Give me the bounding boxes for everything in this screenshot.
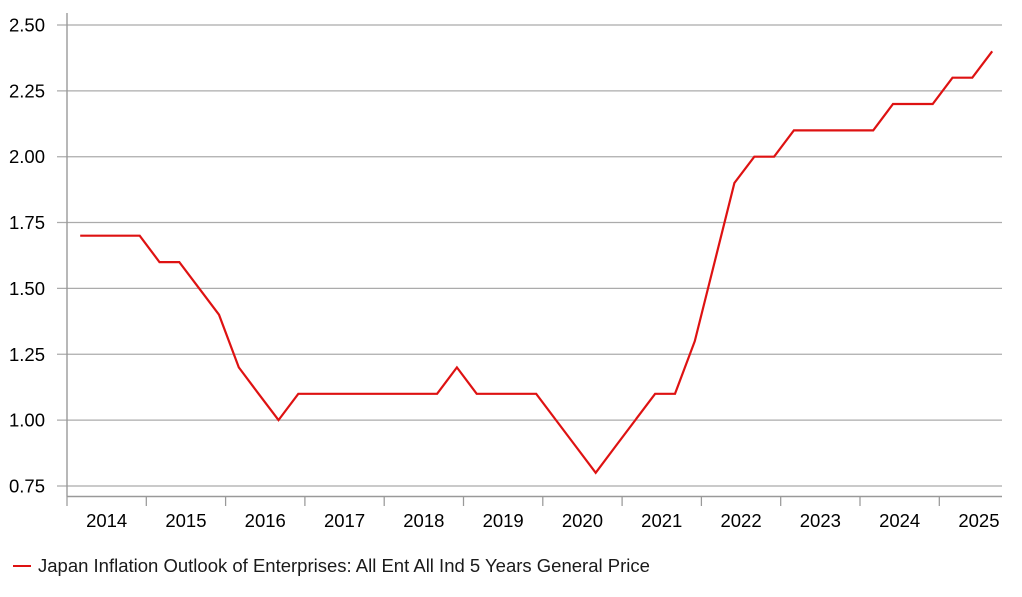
y-tick-label: 2.00 <box>9 146 45 167</box>
legend-line-swatch <box>13 565 31 567</box>
y-tick-label: 0.75 <box>9 475 45 496</box>
x-tick-label: 2020 <box>562 510 603 531</box>
x-axis-labels: 2014 2015 2016 2017 2018 2019 2020 2021 2022 2023… <box>86 510 999 531</box>
y-tick-label: 1.25 <box>9 344 45 365</box>
y-tick-label: 1.75 <box>9 212 45 233</box>
legend-label: Japan Inflation Outlook of Enterprises: … <box>38 555 650 576</box>
y-tick-label: 2.50 <box>9 15 45 36</box>
x-tick-label: 2022 <box>720 510 761 531</box>
legend: Japan Inflation Outlook of Enterprises: … <box>13 555 650 577</box>
x-tick-label: 2023 <box>800 510 841 531</box>
x-axis-ticks <box>66 496 940 506</box>
y-tick-label: 1.50 <box>9 278 45 299</box>
x-tick-label: 2025 <box>958 510 999 531</box>
x-tick-label: 2018 <box>403 510 444 531</box>
x-tick-label: 2015 <box>165 510 206 531</box>
series-line-japan-inflation-outlook <box>80 50 994 475</box>
x-tick-label: 2016 <box>245 510 286 531</box>
gridlines <box>57 24 1002 487</box>
axes <box>66 13 1002 498</box>
x-tick-label: 2014 <box>86 510 127 531</box>
y-tick-label: 2.25 <box>9 80 45 101</box>
line-chart: 2.50 2.25 2.00 1.75 1.50 1.25 1.00 0.75 2014 2015… <box>9 13 1002 531</box>
x-tick-label: 2019 <box>483 510 524 531</box>
x-tick-label: 2024 <box>879 510 920 531</box>
x-tick-label: 2017 <box>324 510 365 531</box>
y-axis-labels: 2.50 2.25 2.00 1.75 1.50 1.25 1.00 0.75 <box>9 15 45 497</box>
x-tick-label: 2021 <box>641 510 682 531</box>
y-tick-label: 1.00 <box>9 410 45 431</box>
